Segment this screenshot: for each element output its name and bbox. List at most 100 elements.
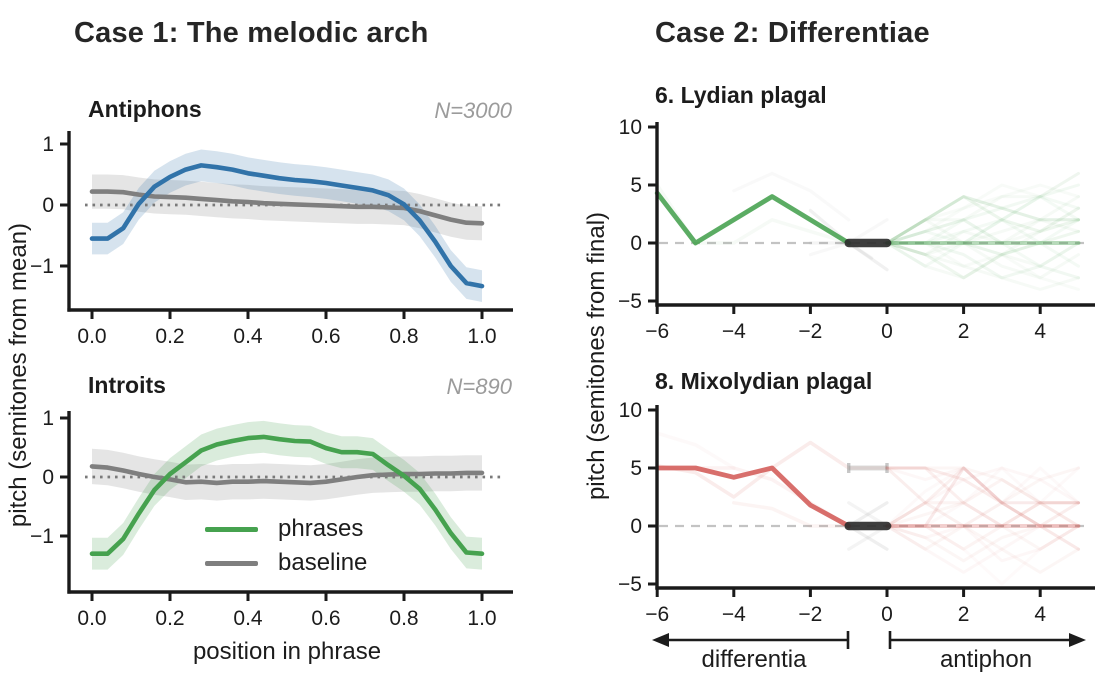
antiphon-walk-line — [885, 501, 1080, 551]
baseline-band — [92, 174, 482, 241]
antiphon-walk-line — [885, 218, 1080, 268]
antiphon-walk-line — [885, 501, 1080, 574]
antiphon-walk-line — [885, 501, 1080, 574]
x-tick-label: 0.8 — [389, 607, 418, 630]
x-tick-label: 0.8 — [389, 325, 418, 348]
antiphon-walk-line — [885, 466, 1080, 528]
antiphon-walk-line — [885, 466, 1080, 551]
antiphon-walk-line — [885, 206, 1080, 280]
x-tick-label: −6 — [645, 603, 669, 626]
context-gray-line — [732, 171, 851, 222]
x-tick-label: 0.4 — [233, 607, 263, 630]
baseline-line — [89, 464, 485, 486]
y-tick-label: −5 — [618, 290, 642, 313]
baseline-line-swatch — [205, 560, 258, 566]
introits-chart: 0.0 0.2 0.4 0.6 0.8 1.0 1 0 −1 — [30, 407, 513, 630]
y-tick-label: 5 — [630, 174, 642, 197]
x-tick-label: −2 — [798, 603, 822, 626]
antiphon-walk-line — [885, 501, 1080, 551]
antiphon-walk-line — [885, 466, 1080, 528]
y-tick-label: 0 — [42, 466, 54, 489]
x-tick-label: 0 — [881, 320, 893, 343]
case1-title: Case 1: The melodic arch — [74, 17, 429, 49]
antiphon-walk-line — [885, 218, 1080, 257]
x-tick-label: 2 — [958, 603, 970, 626]
differentia-arrowhead — [652, 633, 669, 647]
antiphon-walk-line — [885, 218, 1080, 280]
x-tick-label: 0.0 — [77, 607, 106, 630]
antiphon-walk-line — [885, 171, 1080, 245]
y-tick-label: 5 — [630, 457, 642, 480]
legend-item-baseline: baseline — [205, 550, 367, 576]
differentia-main-line — [654, 465, 852, 529]
x-tick-label: 0.2 — [155, 325, 184, 348]
x-tick-label: −4 — [722, 320, 746, 343]
differentia-label: differentia — [701, 646, 807, 673]
y-tick-label: 0 — [42, 194, 54, 217]
legend-label-phrases: phrases — [278, 515, 364, 542]
x-tick-label: −2 — [798, 320, 822, 343]
antiphon-label: antiphon — [939, 646, 1033, 673]
antiphon-walk-line — [885, 171, 1080, 245]
legend-item-phrases: phrases — [205, 516, 367, 542]
x-tick-label: 0.0 — [77, 325, 106, 348]
faint-pre-line — [770, 440, 889, 470]
antiphon-walk-line — [885, 466, 1080, 551]
x-tick-label: 1.0 — [467, 325, 496, 348]
antiphon-walk-line — [885, 466, 1080, 528]
antiphons-chart: 0.0 0.2 0.4 0.6 0.8 1.0 1 0 −1 — [30, 131, 513, 348]
antiphon-walk-line — [885, 218, 1080, 257]
faint-pre-line — [732, 501, 851, 528]
antiphons-subtitle: Antiphons — [88, 96, 202, 122]
antiphon-walk-line — [885, 466, 1080, 528]
antiphon-walk-line — [885, 466, 1080, 528]
x-tick-label: −6 — [645, 320, 669, 343]
antiphon-walk-line — [885, 195, 1080, 245]
antiphon-walk-line — [885, 206, 1080, 245]
y-tick-label: 0 — [630, 515, 642, 538]
differentia-main-line — [654, 190, 852, 246]
faint-pre-line — [655, 431, 736, 470]
span-arrows — [652, 631, 1086, 649]
antiphon-walk-line — [885, 195, 1080, 257]
x-tick-label: 0.2 — [155, 607, 184, 630]
phrases-line — [89, 434, 485, 556]
faint-pre-line — [693, 466, 851, 528]
x-tick-label: 0.4 — [233, 325, 263, 348]
y-tick-label: 1 — [42, 407, 54, 430]
x-tick-label: 1.0 — [467, 607, 496, 630]
y-tick-label: −1 — [30, 525, 54, 548]
x-tick-label: −4 — [722, 603, 746, 626]
antiphon-walk-line — [885, 183, 1080, 245]
antiphon-walk-line — [885, 466, 1080, 528]
antiphon-arrowhead — [1069, 633, 1086, 647]
y-tick-label: −5 — [618, 573, 642, 596]
lydian-subtitle: 6. Lydian plagal — [655, 82, 827, 108]
antiphon-walk-line — [885, 195, 1080, 245]
baseline-line — [89, 189, 485, 226]
x-tick-label: 4 — [1034, 320, 1046, 343]
mixolydian-chart: −6 −4 −2 0 2 4 10 5 0 −5 — [618, 399, 1095, 626]
antiphon-walk-line — [885, 524, 1080, 563]
x-tick-label: 4 — [1034, 603, 1046, 626]
antiphon-walk-line — [885, 241, 1080, 280]
mixolydian-subtitle: 8. Mixolydian plagal — [655, 368, 873, 394]
antiphon-walk-line — [885, 195, 1080, 245]
case2-title: Case 2: Differentiae — [655, 17, 930, 49]
y-tick-label: 1 — [42, 133, 54, 156]
phrases-band — [92, 149, 482, 302]
y-tick-label: 10 — [619, 399, 642, 422]
legend-label-baseline: baseline — [278, 549, 368, 576]
phrases-line-swatch — [205, 526, 258, 532]
faint-pre-line — [693, 218, 851, 245]
antiphon-walk-line — [885, 229, 1080, 280]
phrases-line — [89, 163, 485, 289]
antiphon-walk-line — [885, 501, 1080, 563]
antiphon-walk-line — [885, 218, 1080, 268]
antiphon-walk-line — [885, 241, 1080, 291]
antiphon-walk-line — [885, 466, 1080, 528]
y-tick-label: 10 — [619, 116, 642, 139]
case1-x-axis-label: position in phrase — [192, 638, 382, 665]
antiphon-walk-line — [885, 241, 1080, 291]
